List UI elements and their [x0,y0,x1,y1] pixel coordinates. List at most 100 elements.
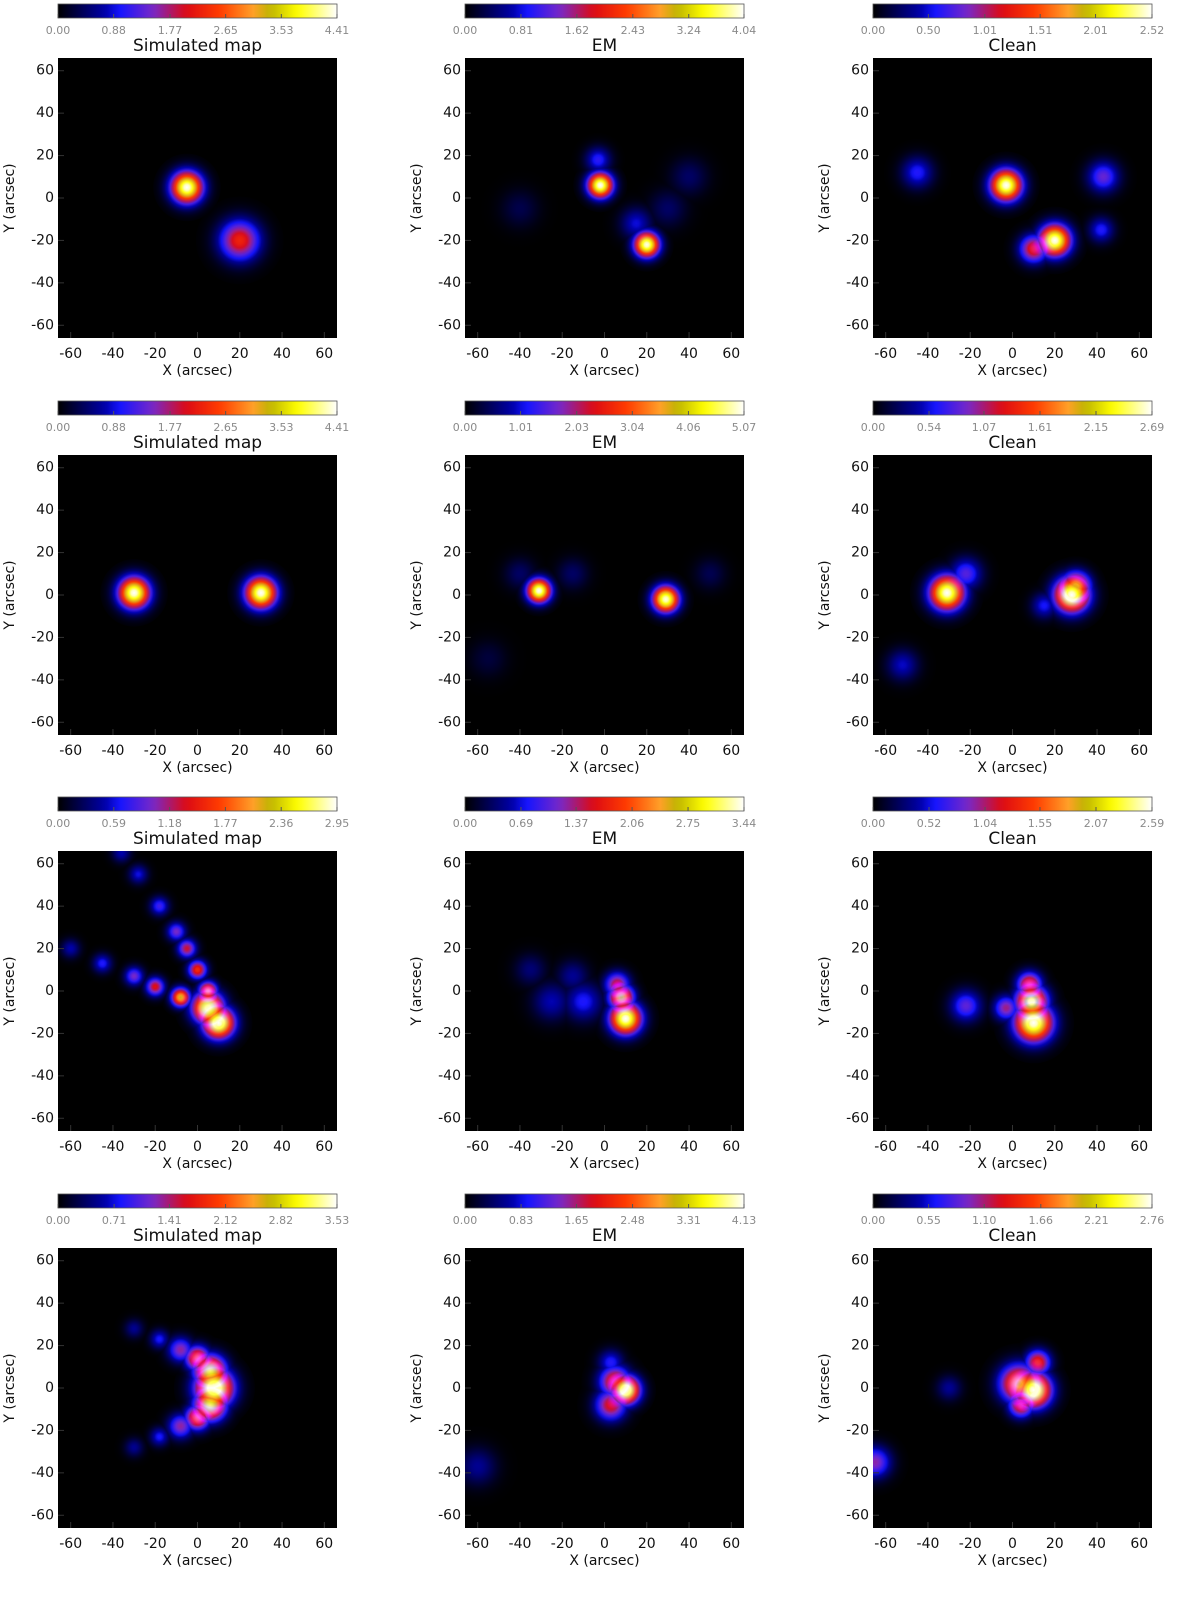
colorbar-tick-label: 0.00 [861,421,886,434]
x-tick-label: -40 [102,346,125,362]
y-tick-label: -20 [438,1422,461,1438]
colorbar-tick-label: 1.41 [157,1214,182,1227]
colorbar-tick-label: 1.04 [973,817,998,830]
source [139,885,180,927]
x-tick-label: -20 [144,346,167,362]
y-tick-label: -40 [846,275,869,291]
source [993,1377,1049,1433]
colorbar-tick-label: 0.00 [453,1214,478,1227]
x-tick-label: 0 [600,743,609,759]
colorbar-tick-label: 2.69 [1140,421,1165,434]
x-tick-label: 20 [638,743,656,759]
y-tick-label: 60 [851,1253,869,1269]
panel: 0.00 0.55 1.10 1.66 2.21 2.76 Clean -60 -40 -20 0 2… [817,1193,1165,1569]
y-tick-label: -20 [438,232,461,248]
colorbar-tick-label: 1.51 [1028,24,1053,37]
colorbar-tick-label: 2.82 [269,1214,294,1227]
y-tick-label: -20 [31,1422,54,1438]
colorbar-tick-label: 1.62 [565,24,590,37]
panel: 0.00 0.50 1.01 1.51 2.01 2.52 Clean -60 -40 -20 0 2… [817,3,1164,379]
panel-title: Clean [988,36,1036,56]
x-tick-label: -60 [874,1139,897,1155]
panel-title: EM [592,433,617,453]
x-tick-label: -40 [917,1536,940,1552]
colorbar-tick-label: 2.76 [1140,1214,1165,1227]
colorbar-tick-label: 0.52 [917,817,942,830]
source [873,1428,909,1497]
y-tick-label: -20 [31,629,54,645]
colorbar-tick-label: 5.07 [732,421,757,434]
colorbar-tick-label: 1.77 [158,24,183,37]
x-tick-label: 60 [315,346,333,362]
y-tick-label: 0 [452,587,461,603]
colorbar-tick-label: 2.21 [1084,1214,1109,1227]
y-axis-label: Y (arcsec) [409,163,425,233]
x-tick-label: 40 [273,743,291,759]
y-tick-label: -40 [31,275,54,291]
y-tick-label: 40 [443,105,461,121]
x-tick-label: -40 [509,346,532,362]
source [538,539,607,608]
colorbar-tick-label: 2.65 [213,421,238,434]
source [583,1335,638,1390]
colorbar-tick-label: 4.13 [732,1214,757,1227]
heatmap [58,58,337,338]
x-tick-label: 60 [722,346,740,362]
colorbar-tick-label: 4.06 [676,421,701,434]
x-tick-label: -20 [551,1536,574,1552]
y-axis-label: Y (arcsec) [2,1353,18,1423]
source [465,618,529,700]
source [972,151,1040,220]
colorbar-tick-label: 1.77 [158,421,183,434]
x-axis-label: X (arcsec) [569,363,639,379]
colorbar-tick-label: 3.31 [676,1214,701,1227]
x-tick-label: -60 [466,1139,489,1155]
x-tick-label: -40 [917,346,940,362]
panel-title: Clean [988,433,1036,453]
heatmap [58,1248,337,1528]
y-tick-label: 20 [443,941,461,957]
x-tick-label: 40 [1088,1139,1106,1155]
y-tick-label: 0 [45,1380,54,1396]
x-tick-label: 0 [193,346,202,362]
colorbar [872,1193,1153,1209]
colorbar-tick-label: 0.50 [916,24,941,37]
y-tick-label: 0 [45,190,54,206]
y-tick-label: 20 [851,1338,869,1354]
colorbar-tick-label: 1.66 [1029,1214,1054,1227]
y-tick-label: -60 [438,317,461,333]
panel: 0.00 0.52 1.04 1.55 2.07 2.59 Clean -60 -40 -20 0 2… [817,796,1165,1172]
colorbar-tick-label: 2.59 [1140,817,1165,830]
colorbar [57,400,338,416]
x-axis-label: X (arcsec) [977,363,1047,379]
panel: 0.00 0.81 1.62 2.43 3.24 4.04 EM -60 -40 -20 0 20 40… [409,3,756,379]
colorbar-tick-label: 2.36 [269,817,294,830]
panel-title: Simulated map [133,433,262,453]
x-axis-label: X (arcsec) [569,760,639,776]
x-tick-label: 40 [273,1536,291,1552]
colorbar-tick-label: 1.01 [508,421,533,434]
x-tick-label: -60 [874,346,897,362]
x-tick-label: -40 [509,1139,532,1155]
y-tick-label: -20 [846,232,869,248]
colorbar-tick-label: 1.55 [1028,817,1053,830]
y-tick-label: -20 [438,629,461,645]
colorbar-tick-label: 2.95 [325,817,350,830]
x-tick-label: -40 [102,1139,125,1155]
y-axis-label: Y (arcsec) [409,1353,425,1423]
x-tick-label: -60 [874,1536,897,1552]
x-tick-label: -60 [466,1536,489,1552]
y-tick-label: 20 [36,545,54,561]
source [195,196,284,285]
x-tick-label: 20 [231,1139,249,1155]
heatmap [465,1248,744,1528]
x-tick-label: 20 [1046,346,1064,362]
x-tick-label: 60 [1130,1536,1148,1552]
x-tick-label: 0 [1008,1536,1017,1552]
colorbar-tick-label: 0.00 [861,24,886,37]
x-tick-label: 40 [1088,1536,1106,1552]
source [496,935,565,1004]
x-tick-label: -40 [917,743,940,759]
y-axis-label: Y (arcsec) [2,560,18,630]
colorbar [872,400,1153,416]
